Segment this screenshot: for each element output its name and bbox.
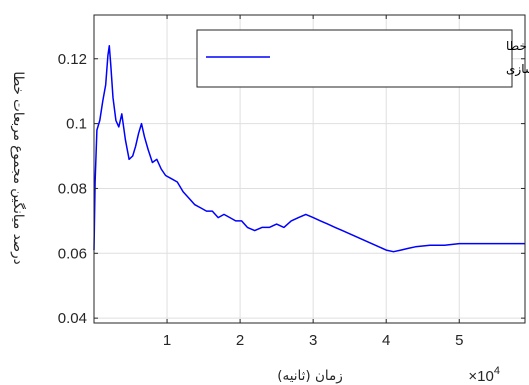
- legend: درصد میانگین مربعات مجموع خطا برای مدلسا…: [196, 29, 529, 88]
- y-tick-label: 0.06: [58, 245, 87, 262]
- x-axis-ticks: 1 2 3 4 5: [163, 15, 463, 349]
- legend-label-line-1: درصد میانگین مربعات مجموع خطا: [506, 39, 529, 54]
- x-tick-label: 1: [163, 332, 171, 349]
- x-axis-label: زمان (ثانیه): [277, 368, 343, 384]
- legend-label-line-2: برای مدلسازی: [506, 62, 529, 77]
- plot-frame: [93, 14, 526, 324]
- x-tick-label: 2: [236, 332, 244, 349]
- x-tick-label: 3: [309, 332, 317, 349]
- y-tick-label: 0.12: [58, 51, 87, 68]
- x-axis-multiplier-exponent: 4: [494, 365, 500, 377]
- y-axis-ticks: 0.04 0.06 0.08 0.1 0.12: [58, 51, 525, 327]
- y-tick-label: 0.04: [58, 310, 87, 327]
- x-axis-multiplier: ×104: [468, 365, 500, 385]
- series-layer: [93, 45, 525, 253]
- series-line: [93, 45, 525, 253]
- x-tick-label: 5: [455, 332, 463, 349]
- y-tick-label: 0.08: [58, 180, 87, 197]
- x-axis-multiplier-base: ×10: [468, 368, 493, 385]
- x-tick-label: 4: [382, 332, 390, 349]
- y-axis-label: درصد میانگین مجموع مربعات خطا: [10, 71, 27, 264]
- y-tick-label: 0.1: [66, 116, 87, 133]
- legend-box: [196, 29, 513, 88]
